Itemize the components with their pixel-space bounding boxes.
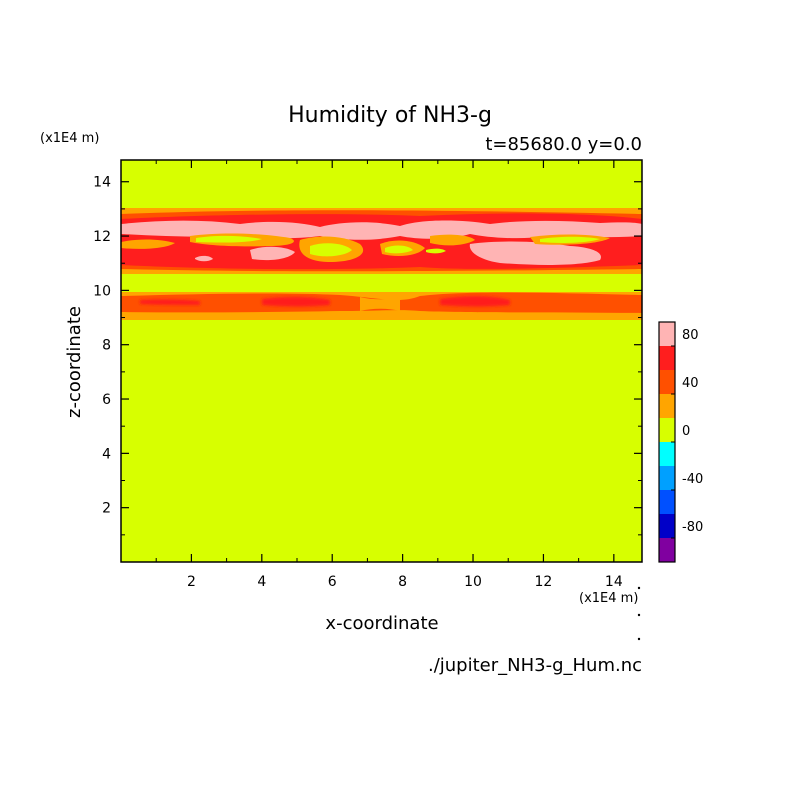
lower-humidity-layer xyxy=(121,292,642,320)
x-tick-label: 6 xyxy=(328,574,337,590)
marker-dot xyxy=(637,586,641,590)
colorbar-segment xyxy=(659,514,675,538)
x-axis-label: x-coordinate xyxy=(325,613,438,634)
x-tick-label: 2 xyxy=(187,574,196,590)
y-unit-label: (x1E4 m) xyxy=(40,131,99,146)
chart-title: Humidity of NH3-g xyxy=(288,103,492,128)
colorbar-tick-label: -40 xyxy=(682,472,703,487)
colorbar-segment xyxy=(659,490,675,514)
y-axis-ticks: 2 4 6 8 10 12 14 xyxy=(93,175,642,536)
colorbar-segment xyxy=(659,418,675,442)
y-tick-label: 12 xyxy=(93,229,111,245)
colorbar-segment xyxy=(659,466,675,490)
colorbar-segment xyxy=(659,442,675,466)
marker-dot xyxy=(637,637,641,641)
x-tick-label: 8 xyxy=(398,574,407,590)
colorbar-segment xyxy=(659,346,675,370)
colorbar-tick-label: 80 xyxy=(682,328,699,343)
source-file-label: ./jupiter_NH3-g_Hum.nc xyxy=(428,655,642,676)
x-unit-label: (x1E4 m) xyxy=(579,591,638,606)
y-tick-label: 2 xyxy=(102,501,111,517)
marker-dot xyxy=(637,613,641,617)
plot-area xyxy=(121,160,642,562)
x-tick-label: 10 xyxy=(464,574,482,590)
colorbar-segment xyxy=(659,322,675,346)
colorbar-tick-label: 40 xyxy=(682,376,699,391)
y-tick-label: 8 xyxy=(102,338,111,354)
colorbar-tick-label: -80 xyxy=(682,520,703,535)
colorbar-segment xyxy=(659,538,675,562)
y-tick-label: 6 xyxy=(102,392,111,408)
x-tick-label: 14 xyxy=(605,574,623,590)
colorbar-segment xyxy=(659,370,675,394)
upper-humidity-layer xyxy=(121,208,642,274)
x-tick-label: 4 xyxy=(257,574,266,590)
colorbar: -80 -40 0 40 80 xyxy=(658,321,703,563)
y-tick-label: 10 xyxy=(93,283,111,299)
y-axis-label: z-coordinate xyxy=(64,306,85,418)
y-tick-label: 14 xyxy=(93,175,111,191)
x-axis-ticks: 2 4 6 8 10 12 14 xyxy=(155,160,623,590)
chart-subtitle: t=85680.0 y=0.0 xyxy=(485,134,642,155)
colorbar-tick-label: 0 xyxy=(682,424,690,439)
x-tick-label: 12 xyxy=(535,574,553,590)
y-tick-label: 4 xyxy=(102,446,111,462)
plot-frame xyxy=(120,159,643,563)
colorbar-segment xyxy=(659,394,675,418)
